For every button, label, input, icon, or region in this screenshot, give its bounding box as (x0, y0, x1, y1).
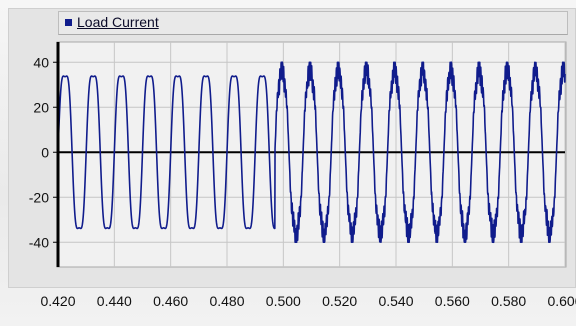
x-tick-label: 0.580 (491, 293, 526, 309)
x-axis: 0.420 0.440 0.460 0.480 0.500 0.520 0.540 0.560… (40, 293, 576, 309)
x-tick-label: 0.500 (266, 293, 301, 309)
legend-swatch-load-current (65, 19, 72, 26)
series-line-load-current (57, 61, 566, 244)
y-tick-label: -40 (29, 234, 49, 250)
series-load-current (57, 61, 566, 244)
y-tick-label: 0 (41, 144, 49, 160)
x-tick-label: 0.560 (435, 293, 470, 309)
x-tick-label: 0.440 (97, 293, 132, 309)
x-tick-label: 0.600 (547, 293, 576, 309)
x-tick-label: 0.420 (40, 293, 75, 309)
y-tick-label: -20 (29, 189, 49, 205)
legend-label-load-current: Load Current (77, 14, 159, 30)
y-tick-label: 40 (33, 54, 49, 70)
y-axis: 40 20 0 -20 -40 (29, 54, 58, 250)
x-tick-label: 0.480 (209, 293, 244, 309)
x-tick-label: 0.540 (378, 293, 413, 309)
y-tick-label: 20 (33, 99, 49, 115)
x-tick-label: 0.520 (322, 293, 357, 309)
legend: Load Current (58, 11, 568, 35)
x-tick-label: 0.460 (153, 293, 188, 309)
